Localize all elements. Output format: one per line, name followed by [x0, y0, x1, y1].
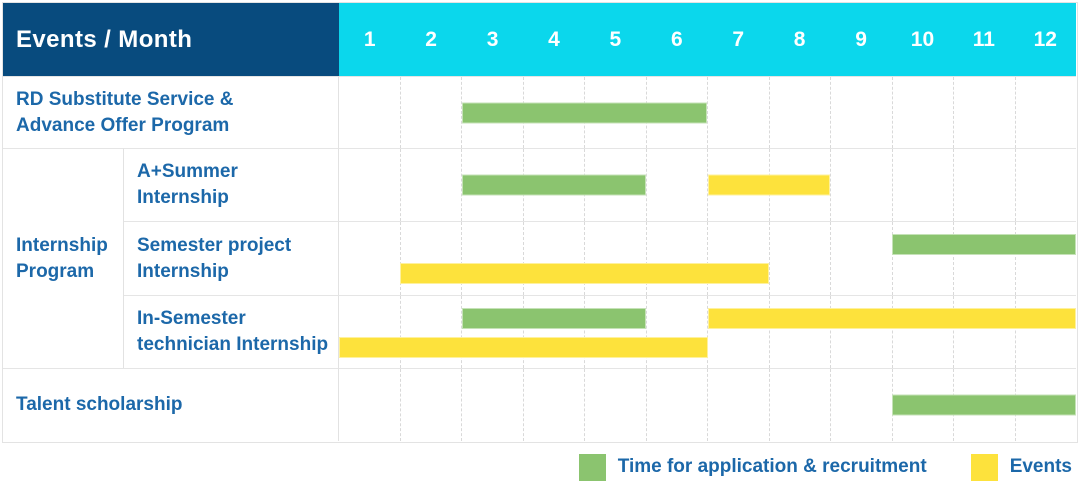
legend-label: Time for application & recruitment — [617, 456, 927, 477]
gantt-bar-application_recruitment — [461, 308, 647, 329]
grid-column — [339, 149, 401, 221]
grid-column — [708, 222, 770, 295]
grid-column — [1016, 149, 1077, 221]
grid-column — [893, 149, 954, 221]
grid-column — [585, 369, 647, 441]
month-label: 8 — [793, 27, 806, 51]
row-label-a-summer-internship: A+Summer Internship — [124, 148, 339, 221]
grid-column — [339, 77, 401, 148]
grid-column — [647, 369, 708, 441]
grid-column — [524, 296, 585, 368]
grid-column — [708, 296, 770, 368]
grid-column — [1016, 296, 1077, 368]
grid-column — [831, 149, 893, 221]
grid-column — [1016, 222, 1077, 295]
month-label: 12 — [1033, 27, 1057, 51]
legend-item-application_recruitment: Time for application & recruitment — [578, 453, 927, 481]
grid-column — [893, 296, 954, 368]
legend-label: Events — [1009, 456, 1072, 477]
gantt-bar-events — [707, 174, 831, 196]
row-label-rd-substitute: RD Substitute Service & Advance Offer Pr… — [3, 76, 339, 148]
header-events-month: Events / Month — [3, 3, 339, 76]
grid-column — [585, 296, 647, 368]
legend-swatch-events — [970, 453, 998, 481]
grid-column — [647, 296, 708, 368]
grid-column — [647, 77, 708, 148]
row-label-talent-scholarship: Talent scholarship — [3, 368, 339, 441]
grid-column — [462, 369, 524, 441]
month-label: 4 — [548, 27, 560, 51]
chart-row-a-summer-internship — [339, 148, 1076, 221]
grid-column — [831, 77, 893, 148]
month-label: 10 — [910, 27, 935, 51]
month-gridlines — [339, 77, 1076, 148]
month-label: 9 — [855, 27, 867, 51]
month-label: 11 — [972, 27, 995, 51]
gantt-bar-events — [400, 263, 769, 284]
month-label: 5 — [609, 27, 622, 51]
grid-column — [954, 296, 1016, 368]
grid-column — [893, 77, 954, 148]
grid-column — [708, 369, 770, 441]
grid-column — [585, 222, 647, 295]
grid-column — [708, 77, 770, 148]
grid-column — [401, 77, 462, 148]
chart-row-talent-scholarship — [339, 368, 1076, 441]
grid-column — [647, 222, 708, 295]
grid-column — [524, 222, 585, 295]
gantt-bar-application_recruitment — [891, 394, 1076, 416]
grid-column — [770, 222, 831, 295]
grid-column — [647, 149, 708, 221]
row-label-in-semester-technician-internship: In-Semester technician Internship — [124, 295, 339, 368]
grid-column — [831, 222, 893, 295]
grid-column — [401, 149, 462, 221]
group-label-internship-program: Internship Program — [3, 148, 124, 368]
legend-item-events: Events — [970, 453, 1072, 481]
grid-column — [770, 77, 831, 148]
chart-row-semester-project-internship — [339, 221, 1076, 295]
month-label: 7 — [732, 27, 745, 51]
events-month-table: Events / Month 1 2 3 4 5 6 7 8 9 10 11 12 RD Substi… — [2, 2, 1078, 443]
grid-column — [462, 296, 524, 368]
grid-column — [339, 222, 401, 295]
grid-column — [524, 369, 585, 441]
chart-row-rd-substitute — [339, 76, 1076, 148]
grid-column — [339, 296, 401, 368]
grid-column — [770, 149, 831, 221]
grid-column — [770, 296, 831, 368]
grid-column — [1016, 77, 1077, 148]
grid-column — [831, 296, 893, 368]
grid-column — [339, 369, 401, 441]
grid-column — [954, 77, 1016, 148]
grid-column — [401, 296, 462, 368]
legend: Time for application & recruitment Events — [578, 447, 1072, 487]
month-label: 3 — [486, 27, 499, 51]
gantt-bar-events — [339, 337, 708, 358]
row-label-semester-project-internship: Semester project Internship — [124, 221, 339, 295]
month-label: 6 — [670, 27, 683, 51]
month-label: 1 — [363, 27, 376, 51]
grid-column — [770, 369, 831, 441]
month-gridlines — [339, 296, 1076, 368]
chart-row-in-semester-technician-internship — [339, 295, 1076, 368]
gantt-bar-events — [707, 308, 1076, 329]
grid-column — [401, 369, 462, 441]
grid-column — [401, 222, 462, 295]
grid-column — [893, 222, 954, 295]
gantt-bar-application_recruitment — [461, 102, 708, 123]
grid-column — [831, 369, 893, 441]
legend-swatch-application_recruitment — [578, 453, 606, 481]
gantt-bar-application_recruitment — [461, 174, 647, 196]
month-label: 2 — [425, 27, 437, 51]
month-gridlines — [339, 222, 1076, 295]
grid-column — [954, 222, 1016, 295]
grid-column — [954, 149, 1016, 221]
gantt-bar-application_recruitment — [891, 234, 1076, 255]
month-header: 1 2 3 4 5 6 7 8 9 10 11 12 — [339, 3, 1076, 76]
grid-column — [462, 222, 524, 295]
